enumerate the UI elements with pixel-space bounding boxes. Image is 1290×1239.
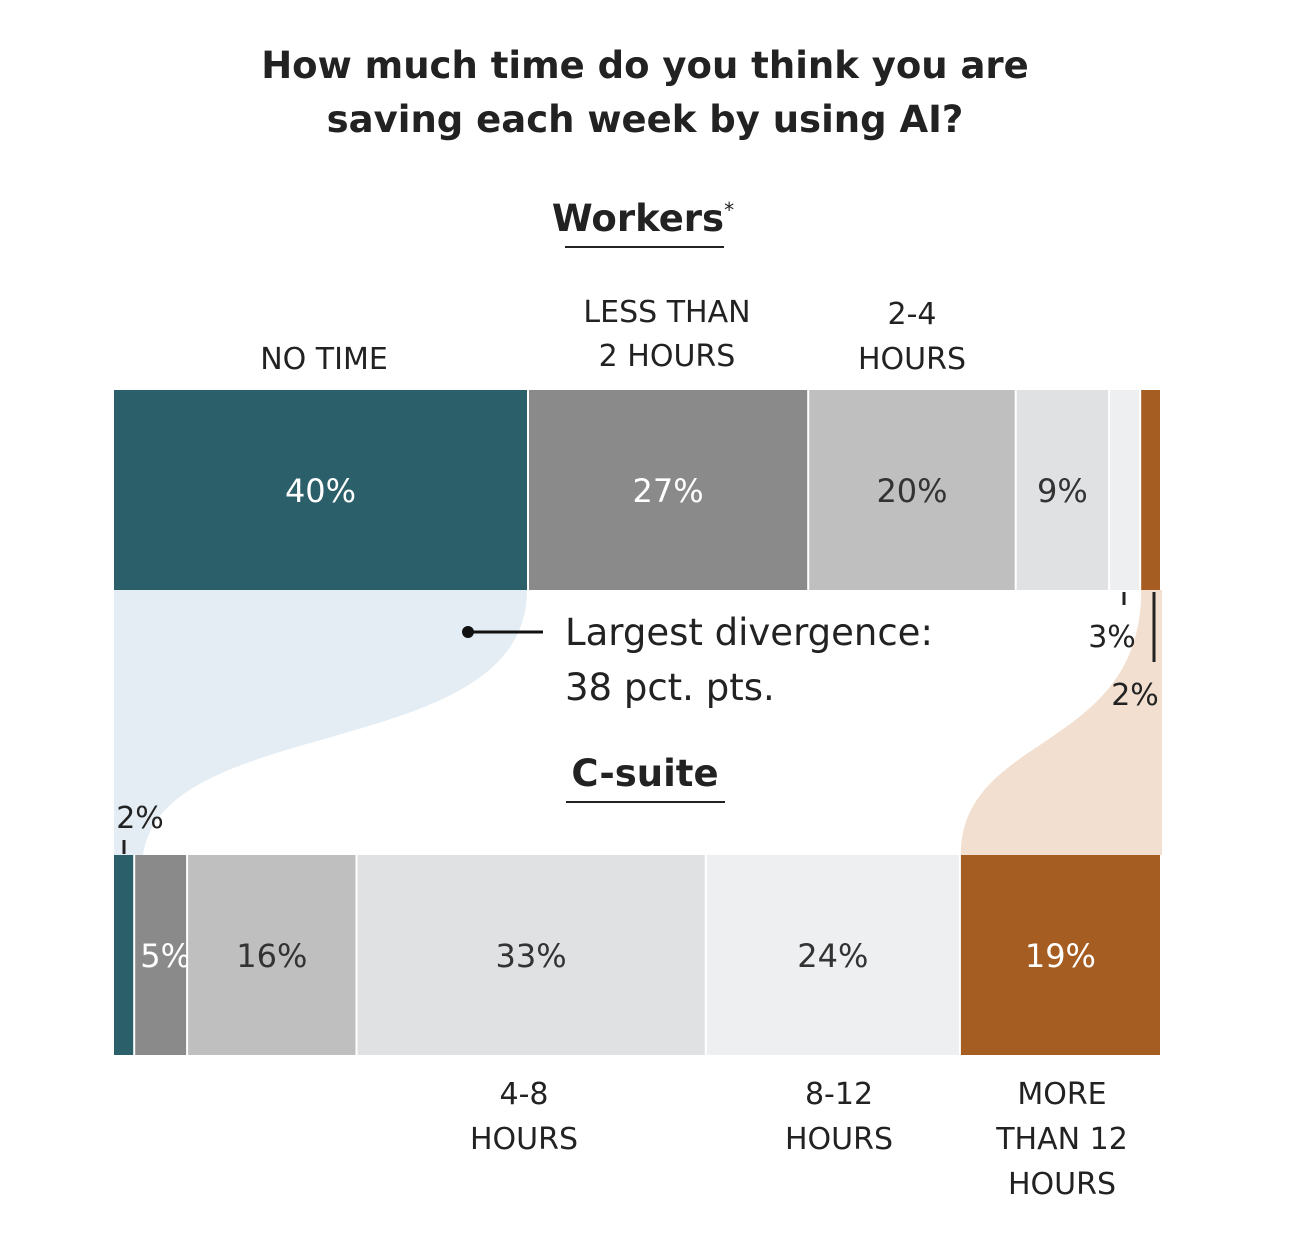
- label-4-8-line-1: 4-8: [500, 1077, 549, 1112]
- workers-segment-8-12: [1110, 390, 1140, 590]
- workers-value-4-8: 9%: [1037, 472, 1088, 510]
- workers-bar: 40% 27% 20% 9%: [114, 390, 1160, 590]
- workers-value-less-than-2: 27%: [633, 472, 704, 510]
- csuite-segment-more-than-12: [960, 855, 1160, 1055]
- annotation-line-1: Largest divergence:: [565, 611, 933, 654]
- csuite-segment-less-than-2: [135, 855, 187, 1055]
- workers-value-no-time: 40%: [285, 472, 356, 510]
- label-2-4-line-1: 2-4: [888, 297, 937, 332]
- label-more-than-12-line-1: MORE: [1017, 1077, 1106, 1112]
- label-8-12-line-2: HOURS: [785, 1122, 893, 1157]
- label-less-than-2-line-2: 2 HOURS: [599, 339, 736, 374]
- csuite-segment-2-4: [188, 855, 356, 1055]
- flow-band-more-than-12: [960, 590, 1162, 855]
- workers-title-text: Workers: [552, 197, 724, 240]
- csuite-value-4-8: 33%: [496, 937, 567, 975]
- workers-segment-no-time: [114, 390, 527, 590]
- label-4-8-line-2: HOURS: [470, 1122, 578, 1157]
- workers-segment-more-than-12: [1141, 390, 1160, 590]
- workers-value-more-than-12: 2%: [1111, 678, 1159, 713]
- workers-value-2-4: 20%: [876, 472, 947, 510]
- label-no-time: NO TIME: [260, 342, 388, 377]
- annotation-line-2: 38 pct. pts.: [565, 666, 775, 709]
- csuite-bar: 5% 16% 33% 24% 19%: [114, 855, 1160, 1055]
- flow-band-no-time: [114, 590, 528, 855]
- workers-segment-less-than-2: [529, 390, 808, 590]
- workers-title: Workers*: [552, 197, 734, 240]
- csuite-value-8-12: 24%: [797, 937, 868, 975]
- workers-segment-4-8: [1016, 390, 1109, 590]
- csuite-segment-8-12: [706, 855, 959, 1055]
- workers-segment-2-4: [809, 390, 1015, 590]
- workers-value-8-12: 3%: [1088, 620, 1136, 655]
- label-more-than-12-line-2: THAN 12: [995, 1122, 1128, 1157]
- csuite-value-no-time: 2%: [116, 801, 164, 836]
- label-2-4-line-2: HOURS: [858, 342, 966, 377]
- csuite-value-less-than-2: 5%: [140, 937, 191, 975]
- chart-title-line-1: How much time do you think you are: [261, 44, 1029, 87]
- csuite-value-more-than-12: 19%: [1025, 937, 1096, 975]
- csuite-segment-no-time: [114, 855, 134, 1055]
- label-8-12-line-1: 8-12: [805, 1077, 873, 1112]
- label-more-than-12-line-3: HOURS: [1008, 1167, 1116, 1202]
- chart-title-line-2: saving each week by using AI?: [327, 98, 964, 141]
- workers-asterisk: *: [724, 198, 734, 222]
- label-less-than-2-line-1: LESS THAN: [583, 295, 750, 330]
- csuite-title: C-suite: [571, 752, 718, 795]
- csuite-segment-4-8: [357, 855, 705, 1055]
- csuite-value-2-4: 16%: [236, 937, 307, 975]
